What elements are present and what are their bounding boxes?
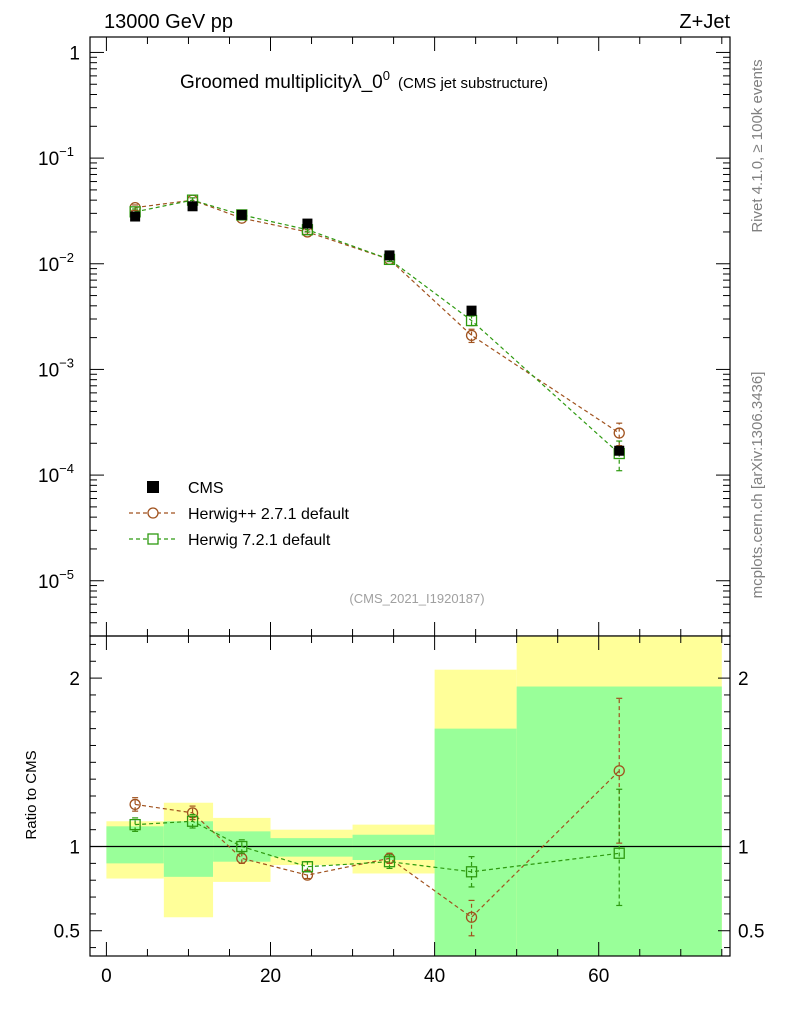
legend-label-1: Herwig++ 2.7.1 default xyxy=(188,506,350,523)
legend-label-2: Herwig 7.2.1 default xyxy=(188,532,331,549)
band-inner-3 xyxy=(270,838,353,857)
main-ytick-label-4: 10−4 xyxy=(38,461,74,487)
main-herwigpp-marker-6 xyxy=(613,427,625,439)
xtick-label-3: 60 xyxy=(588,966,609,987)
xtick-label-2: 40 xyxy=(424,966,445,987)
main-data-marker-0 xyxy=(130,211,141,222)
plot-title-sub: (CMS jet substructure) xyxy=(398,75,548,92)
rivet-label: Rivet 4.1.0, ≥ 100k events xyxy=(749,59,766,232)
main-data-marker-5 xyxy=(466,305,477,316)
legend-marker-2 xyxy=(147,533,159,545)
ratio-herwig7-marker-1 xyxy=(186,815,199,827)
plot-title-sup: 0 xyxy=(383,68,390,83)
ratio-ytick-label-left-1: 1 xyxy=(69,838,80,859)
ratio-ytick-label-right-2: 2 xyxy=(738,669,749,690)
main-ytick-label-1: 10−1 xyxy=(38,144,74,170)
main-data-marker-4 xyxy=(384,250,395,261)
main-herwigpp-line xyxy=(135,199,620,434)
header-left: 13000 GeV pp xyxy=(104,11,233,33)
ratio-ytick-label-left-0: 0.5 xyxy=(54,922,80,943)
ratio-herwig7-marker-2 xyxy=(236,840,248,853)
ratio-herwig7-marker-6 xyxy=(613,847,625,859)
band-inner-5 xyxy=(434,728,517,956)
ratio-ytick-label-right-1: 1 xyxy=(738,838,749,859)
main-data-marker-2 xyxy=(236,209,247,220)
analysis-id: (CMS_2021_I1920187) xyxy=(349,591,484,606)
ratio-herwig7-marker-3 xyxy=(301,861,314,873)
header-right: Z+Jet xyxy=(679,11,730,33)
main-frame xyxy=(89,36,731,637)
ratio-herwig7-marker-4 xyxy=(383,856,396,868)
ratio-ylabel: Ratio to CMS xyxy=(23,750,40,839)
main-ytick-label-5: 10−5 xyxy=(38,567,74,593)
main-data-marker-6 xyxy=(614,445,625,456)
main-data-marker-1 xyxy=(187,201,198,212)
ratio-ytick-label-right-0: 0.5 xyxy=(738,922,764,943)
band-inner-0 xyxy=(106,826,164,864)
legend-label-0: CMS xyxy=(188,480,224,497)
legend-marker-1 xyxy=(147,507,159,519)
band-inner-1 xyxy=(163,821,214,877)
main-ytick-label-2: 10−2 xyxy=(38,250,74,276)
ratio-herwig7-marker-5 xyxy=(465,866,478,878)
plot-title-main: Groomed multiplicityλ_0 xyxy=(180,72,383,93)
ratio-herwig7-marker-0 xyxy=(129,818,141,831)
main-herwigpp-marker-5 xyxy=(465,329,478,342)
main-ytick-label-3: 10−3 xyxy=(38,355,74,381)
ratio-panel: 0.5 0.51 12 20 20 40 60 xyxy=(54,635,764,987)
main-ytick-label-0: 1 xyxy=(69,43,80,64)
main-herwig7-line xyxy=(135,199,620,454)
ratio-herwigpp-marker-5 xyxy=(465,911,478,923)
xtick-label-1: 20 xyxy=(260,966,281,987)
ratio-ytick-label-left-2: 2 xyxy=(69,669,80,690)
ratio-herwigpp-marker-6 xyxy=(613,765,625,777)
ratio-herwigpp-marker-0 xyxy=(129,798,141,811)
main-data-marker-3 xyxy=(302,218,313,229)
legend-marker-0 xyxy=(147,481,159,493)
plot-title: Groomed multiplicityλ_00 (CMS jet substru… xyxy=(180,68,548,93)
xtick-label-0: 0 xyxy=(101,966,112,987)
mcplots-label: mcplots.cern.ch [arXiv:1306.3436] xyxy=(749,372,766,599)
main-panel: 1 10−1 10−2 10−3 10−4 10−5 CMS Herwig++ 2.7.1 d… xyxy=(38,36,731,637)
